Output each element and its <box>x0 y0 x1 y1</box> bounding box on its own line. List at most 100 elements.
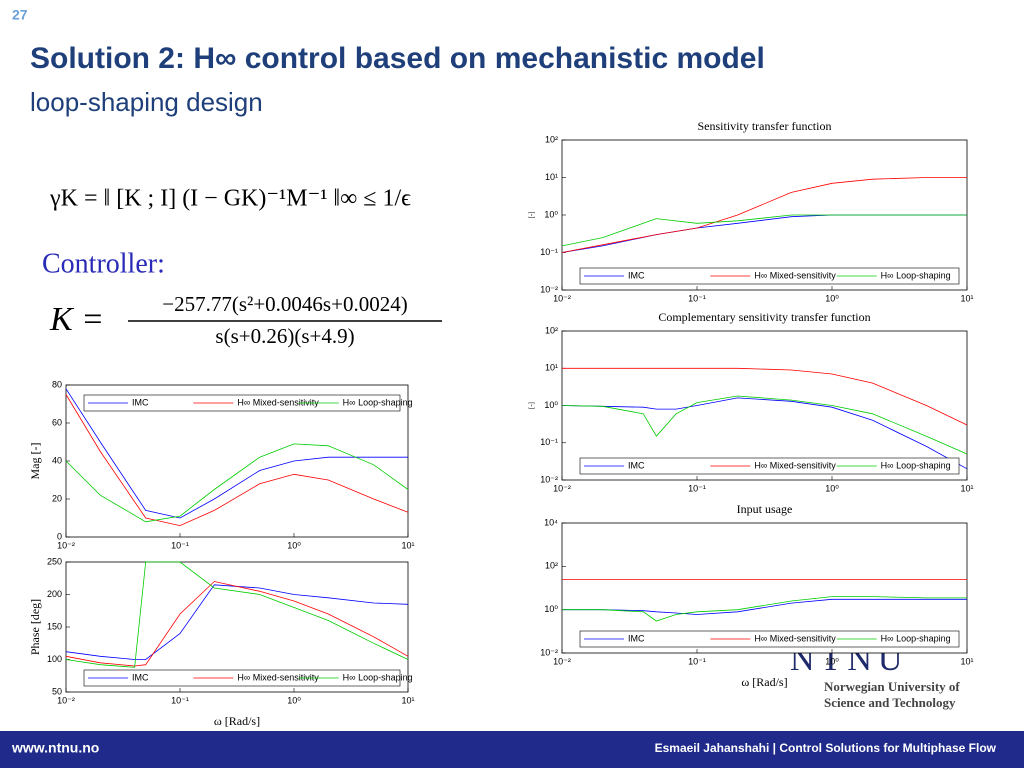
y-tick-label: 10⁴ <box>544 517 558 527</box>
slide-subtitle: loop-shaping design <box>30 87 263 117</box>
series-line <box>65 388 408 519</box>
y-tick-label: 10¹ <box>545 172 558 182</box>
x-axis-label: ω [Rad/s] <box>214 714 260 728</box>
y-tick-label: 10⁻² <box>540 284 558 294</box>
page-number: 27 <box>12 7 28 23</box>
legend-label: H∞ Mixed-sensitivity <box>237 672 319 682</box>
gamma-formula: γK = ‖ [K ; I] (I − GK)⁻¹M⁻¹ ‖∞ ≤ 1/ϵ <box>49 186 411 212</box>
y-axis-label: Phase [deg] <box>28 599 42 655</box>
k-numerator: −257.77(s²+0.0046s+0.0024) <box>162 292 407 316</box>
chart-title: Input usage <box>737 502 793 516</box>
series-line <box>562 367 968 426</box>
y-tick-label: 10⁰ <box>544 604 558 614</box>
x-tick-label: 10⁻¹ <box>688 656 706 666</box>
x-tick-label: 10¹ <box>401 695 414 705</box>
series-line <box>562 598 967 615</box>
series-line <box>561 395 968 455</box>
legend <box>83 394 401 412</box>
legend-label: IMC <box>132 672 149 682</box>
y-tick-label: 200 <box>47 589 62 599</box>
y-tick-label: 150 <box>47 621 62 631</box>
y-tick-label: 100 <box>47 654 62 664</box>
k-lhs: K = <box>49 301 104 338</box>
x-tick-label: 10⁰ <box>825 483 839 493</box>
x-axis-label: ω [Rad/s] <box>741 675 787 689</box>
y-axis-label: [-] <box>528 402 536 409</box>
legend <box>579 267 960 285</box>
y-tick-label: 250 <box>47 556 62 566</box>
y-axis-label: Mag [-] <box>28 443 42 480</box>
series-line <box>65 584 409 660</box>
x-tick-label: 10⁻² <box>57 540 75 550</box>
x-tick-label: 10⁻¹ <box>171 695 189 705</box>
chart-title: Complementary sensitivity transfer funct… <box>658 310 870 324</box>
y-tick-label: 10⁻¹ <box>540 247 558 257</box>
x-tick-label: 10⁰ <box>287 695 301 705</box>
y-tick-label: 10² <box>545 325 558 335</box>
series-line <box>65 443 409 523</box>
y-tick-label: 80 <box>52 379 62 389</box>
legend-label: IMC <box>628 633 645 643</box>
series-line <box>562 596 967 622</box>
y-tick-label: 40 <box>52 455 62 465</box>
legend-label: IMC <box>132 397 149 407</box>
legend-label: H∞ Mixed-sensitivity <box>237 397 319 407</box>
y-tick-label: 10⁻² <box>540 474 558 484</box>
y-tick-label: 50 <box>52 686 62 696</box>
legend-label: H∞ Loop-shaping <box>881 633 951 643</box>
legend-label: IMC <box>628 460 645 470</box>
y-tick-label: 60 <box>52 417 62 427</box>
legend-label: H∞ Loop-shaping <box>343 672 413 682</box>
x-tick-label: 10⁻¹ <box>688 483 706 493</box>
series-line <box>561 397 968 470</box>
legend-label: H∞ Loop-shaping <box>881 460 951 470</box>
series-line <box>65 394 409 527</box>
x-tick-label: 10⁻² <box>553 483 571 493</box>
legend <box>83 669 401 687</box>
y-tick-label: 10⁰ <box>544 209 558 219</box>
x-tick-label: 10⁻¹ <box>688 293 706 303</box>
x-tick-label: 10⁻² <box>553 293 571 303</box>
legend-label: H∞ Mixed-sensitivity <box>754 460 836 470</box>
series-line <box>561 214 967 247</box>
series-line <box>65 561 409 668</box>
x-tick-label: 10⁻¹ <box>171 540 189 550</box>
x-tick-label: 10¹ <box>401 540 414 550</box>
x-tick-label: 10⁰ <box>825 293 839 303</box>
x-tick-label: 10¹ <box>960 293 973 303</box>
legend-label: IMC <box>628 270 645 280</box>
x-tick-label: 10⁻² <box>57 695 75 705</box>
university-line: Norwegian University of <box>824 679 960 694</box>
y-tick-label: 0 <box>57 531 62 541</box>
university-line: Science and Technology <box>824 695 956 710</box>
x-tick-label: 10¹ <box>960 656 973 666</box>
footer-author: Esmaeil Jahanshahi | Control Solutions f… <box>655 741 997 755</box>
legend-label: H∞ Loop-shaping <box>881 270 951 280</box>
y-tick-label: 10⁻¹ <box>540 437 558 447</box>
y-tick-label: 10² <box>545 134 558 144</box>
legend <box>579 457 960 475</box>
series-line <box>65 581 409 667</box>
x-tick-label: 10⁰ <box>825 656 839 666</box>
legend <box>579 630 960 648</box>
chart-title: Sensitivity transfer function <box>698 119 832 133</box>
x-tick-label: 10⁰ <box>287 540 301 550</box>
y-tick-label: 10⁻² <box>540 647 558 657</box>
series-line <box>561 177 967 253</box>
legend-label: H∞ Mixed-sensitivity <box>754 270 836 280</box>
k-denominator: s(s+0.26)(s+4.9) <box>215 324 354 348</box>
y-tick-label: 10⁰ <box>544 400 558 410</box>
slide-title: Solution 2: H∞ control based on mechanis… <box>30 42 765 75</box>
x-tick-label: 10⁻² <box>553 656 571 666</box>
controller-label: Controller: <box>42 248 165 279</box>
y-tick-label: 10² <box>545 561 558 571</box>
y-tick-label: 10¹ <box>545 363 558 373</box>
x-tick-label: 10¹ <box>960 483 973 493</box>
y-tick-label: 20 <box>52 493 62 503</box>
footer-bar <box>0 731 1024 768</box>
legend-label: H∞ Mixed-sensitivity <box>754 633 836 643</box>
footer-url: www.ntnu.no <box>11 740 99 756</box>
legend-label: H∞ Loop-shaping <box>343 397 413 407</box>
